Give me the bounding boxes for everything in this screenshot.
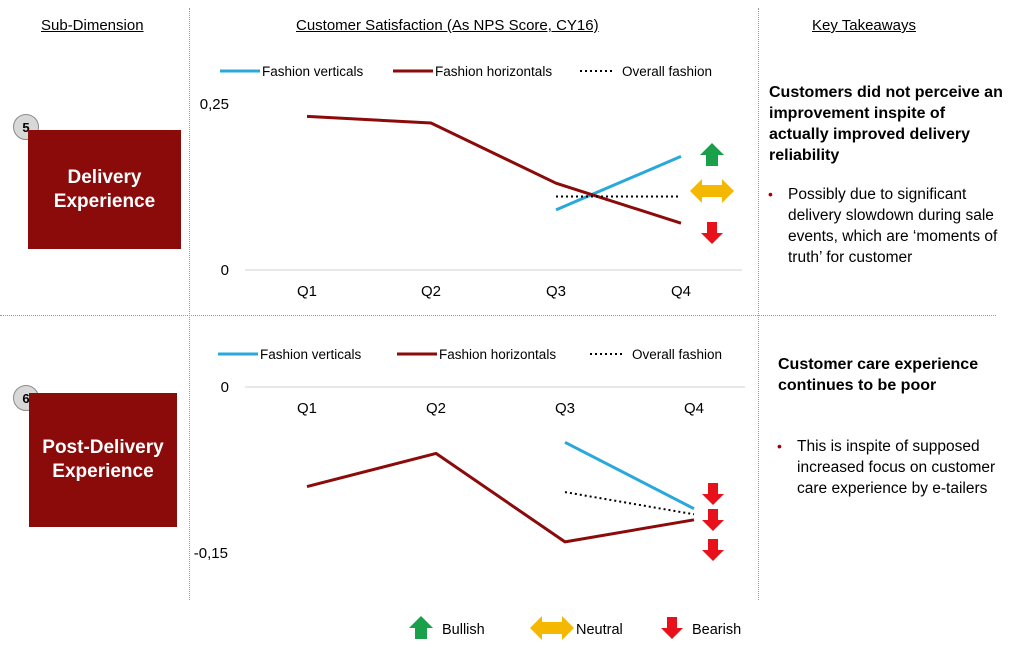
series-line-fashion-verticals: [564, 440, 695, 511]
down-arrow-icon: [702, 509, 724, 531]
takeaway-bullet-text: Possibly due to significant delivery slo…: [788, 186, 998, 266]
legend-label-fashion-horizontals: Fashion horizontals: [439, 347, 556, 362]
key-takeaways-header: Key Takeaways: [812, 17, 916, 34]
series-line-fashion-horizontals: [306, 114, 682, 225]
down-arrow-icon: [702, 483, 724, 505]
y-tick-label: 0,25: [200, 96, 229, 113]
x-tick-label: Q2: [426, 400, 446, 417]
column-divider-right: [758, 8, 759, 600]
row-divider: [0, 315, 996, 316]
y-tick-label: 0: [221, 379, 229, 396]
y-tick-label: -0,15: [194, 545, 228, 562]
dimension-label-line2: Experience: [52, 461, 154, 482]
x-tick-label: Q2: [421, 283, 441, 300]
takeaway-title: Customer care experience continues to be…: [778, 356, 979, 394]
dimension-label-line1: Delivery: [67, 166, 142, 188]
series-line-fashion-horizontals: [306, 451, 695, 544]
post-delivery-experience-box: Post-Delivery Experience: [29, 393, 177, 527]
legend-label-fashion-verticals: Fashion verticals: [260, 347, 362, 362]
x-tick-label: Q3: [555, 400, 575, 417]
delivery-experience-box: Delivery Experience: [28, 130, 181, 249]
down-arrow-icon: [701, 222, 723, 244]
x-tick-label: Q4: [671, 283, 691, 300]
series-line-fashion-verticals: [555, 155, 682, 212]
double-arrow-icon: [690, 179, 734, 203]
key-neutral-icon: [530, 616, 574, 640]
sub-dimension-header: Sub-Dimension: [41, 17, 144, 34]
down-arrow-icon: [702, 539, 724, 561]
customer-satisfaction-header: Customer Satisfaction (As NPS Score, CY1…: [296, 17, 599, 34]
legend-label-overall-fashion: Overall fashion: [632, 347, 722, 362]
key-bullish-icon: [409, 616, 433, 639]
chart-delivery-experience: 0,25 0 Q1 Q2 Q3 Q4 Fashion verticals Fashion ho…: [200, 64, 742, 300]
takeaway-bullet: • Possibly due to significant delivery sl…: [768, 184, 998, 268]
key-bullish-label: Bullish: [442, 622, 485, 638]
takeaway-bullet-text: This is inspite of supposed increased fo…: [797, 438, 996, 497]
key-neutral-label: Neutral: [576, 622, 623, 638]
bullet-icon: •: [777, 438, 782, 454]
x-tick-label: Q1: [297, 283, 317, 300]
takeaway-title: Customers did not perceive an improvemen…: [769, 84, 1003, 164]
legend-label-overall-fashion: Overall fashion: [622, 64, 712, 79]
legend-label-fashion-horizontals: Fashion horizontals: [435, 64, 552, 79]
takeaway-bullet: • This is inspite of supposed increased f…: [777, 436, 997, 499]
x-tick-label: Q4: [684, 400, 704, 417]
x-tick-label: Q1: [297, 400, 317, 417]
key-bearish-label: Bearish: [692, 622, 742, 638]
bullet-icon: •: [768, 186, 773, 202]
dimension-label-line1: Post-Delivery: [42, 437, 164, 458]
series-line-overall-fashion: [564, 491, 695, 516]
y-tick-label: 0: [221, 262, 229, 279]
chart-post-delivery-experience: 0 -0,15 Q1 Q2 Q3 Q4 Fashion verticals Fashion h…: [194, 347, 745, 562]
dimension-label-line2: Experience: [53, 190, 156, 212]
up-arrow-icon: [700, 143, 724, 166]
legend-label-fashion-verticals: Fashion verticals: [262, 64, 364, 79]
key-bearish-icon: [661, 617, 683, 639]
x-tick-label: Q3: [546, 283, 566, 300]
column-divider-left: [189, 8, 190, 600]
